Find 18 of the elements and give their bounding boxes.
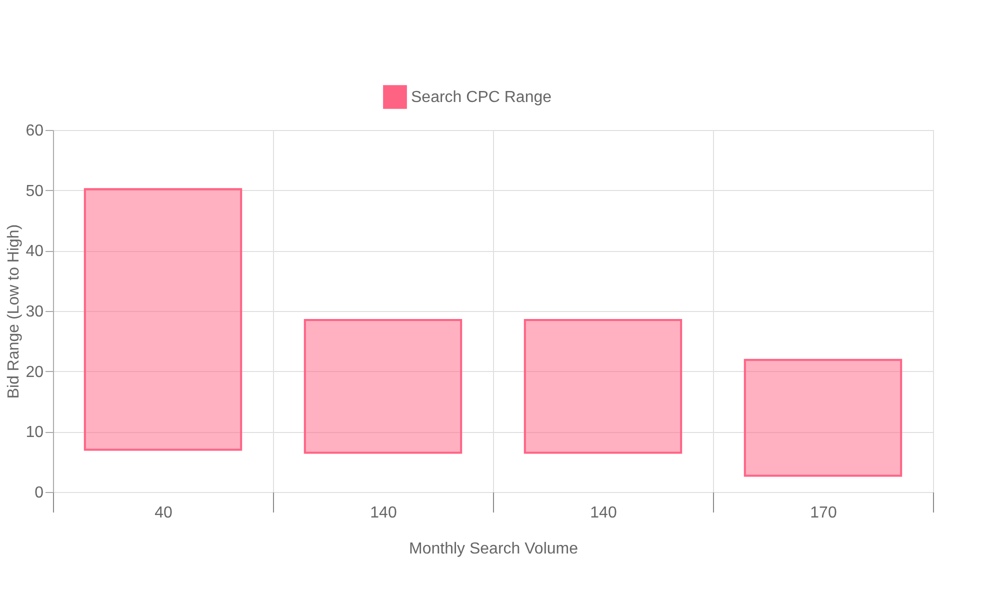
y-tick-label: 10 bbox=[26, 424, 44, 442]
x-tick-label: 140 bbox=[370, 504, 397, 522]
legend-label: Search CPC Range bbox=[411, 89, 552, 106]
x-tick-label: 170 bbox=[810, 504, 837, 522]
y-tick-label: 50 bbox=[26, 182, 44, 200]
x-axis-title: Monthly Search Volume bbox=[409, 540, 578, 558]
y-tick-label: 20 bbox=[26, 364, 44, 381]
x-tick-label: 40 bbox=[154, 504, 172, 522]
y-tick-label: 60 bbox=[26, 122, 44, 140]
x-tick-label: 140 bbox=[590, 504, 617, 522]
bar bbox=[744, 358, 902, 477]
y-tick-label: 40 bbox=[26, 243, 44, 260]
y-tick-label: 30 bbox=[26, 304, 44, 320]
y-tick-label: 0 bbox=[34, 484, 44, 502]
bar bbox=[304, 319, 462, 454]
bar bbox=[84, 188, 242, 451]
y-axis-title: Bid Range (Low to High) bbox=[6, 224, 23, 399]
bar bbox=[524, 319, 682, 454]
